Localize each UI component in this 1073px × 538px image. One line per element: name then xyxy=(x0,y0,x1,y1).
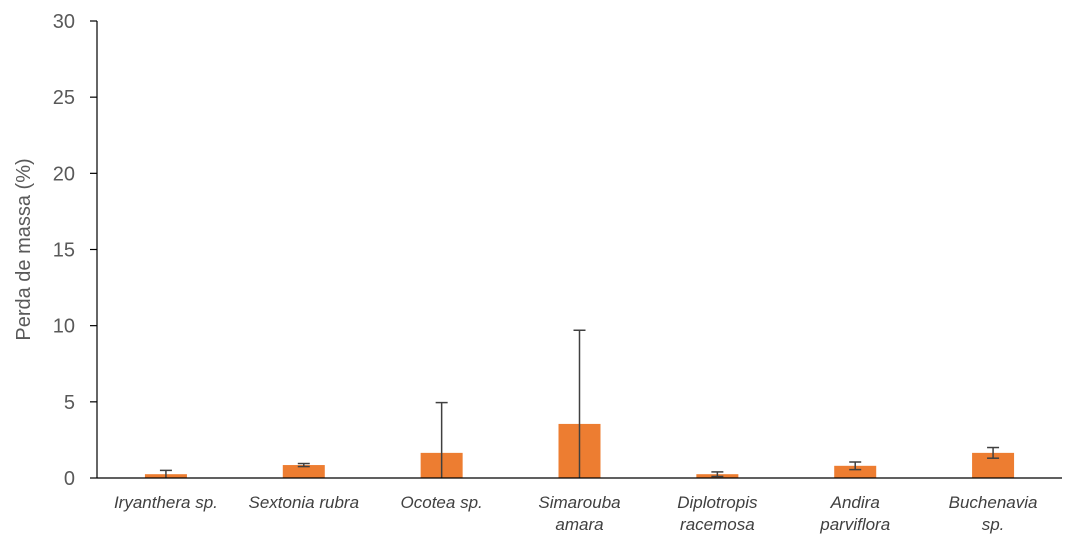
x-category-label: Sextonia rubra xyxy=(248,493,359,512)
x-category-label: Iryanthera sp. xyxy=(114,493,218,512)
x-category-label-line: amara xyxy=(555,515,603,534)
labels-group: 0 5 10 15 20 25 30 Iryanthera sp. Sextonia rubra… xyxy=(13,11,1037,534)
x-category-label-line: Buchenavia xyxy=(949,493,1038,512)
axes-group xyxy=(90,20,1062,479)
y-tick-label: 30 xyxy=(53,11,75,33)
x-category-label-line: Diplotropis xyxy=(677,493,758,512)
y-tick-label: 25 xyxy=(53,87,75,109)
x-category-label-line: Simarouba xyxy=(538,493,620,512)
x-category-label: Ocotea sp. xyxy=(401,493,483,512)
x-category-label-line: sp. xyxy=(982,515,1005,534)
y-axis-title: Perda de massa (%) xyxy=(13,158,35,340)
x-category-label: Diplotropis racemosa xyxy=(677,493,758,534)
x-category-label-line: parviflora xyxy=(819,515,890,534)
x-category-label: Andira parviflora xyxy=(819,493,890,534)
bar xyxy=(282,465,325,478)
y-tick-label: 0 xyxy=(64,468,75,490)
x-category-label: Simarouba amara xyxy=(538,493,620,534)
x-category-label: Buchenavia sp. xyxy=(949,493,1038,534)
y-tick-label: 10 xyxy=(53,316,75,338)
x-category-label-line: racemosa xyxy=(680,515,755,534)
y-tick-label: 20 xyxy=(53,163,75,185)
x-category-label-line: Andira xyxy=(830,493,880,512)
x-category-label-line: Iryanthera sp. xyxy=(114,493,218,512)
error-bars-group xyxy=(159,329,1000,478)
y-tick-label: 5 xyxy=(64,392,75,414)
y-tick-label: 15 xyxy=(53,240,75,262)
x-category-label-line: Ocotea sp. xyxy=(401,493,483,512)
x-category-label-line: Sextonia rubra xyxy=(248,493,359,512)
bar xyxy=(834,465,877,478)
